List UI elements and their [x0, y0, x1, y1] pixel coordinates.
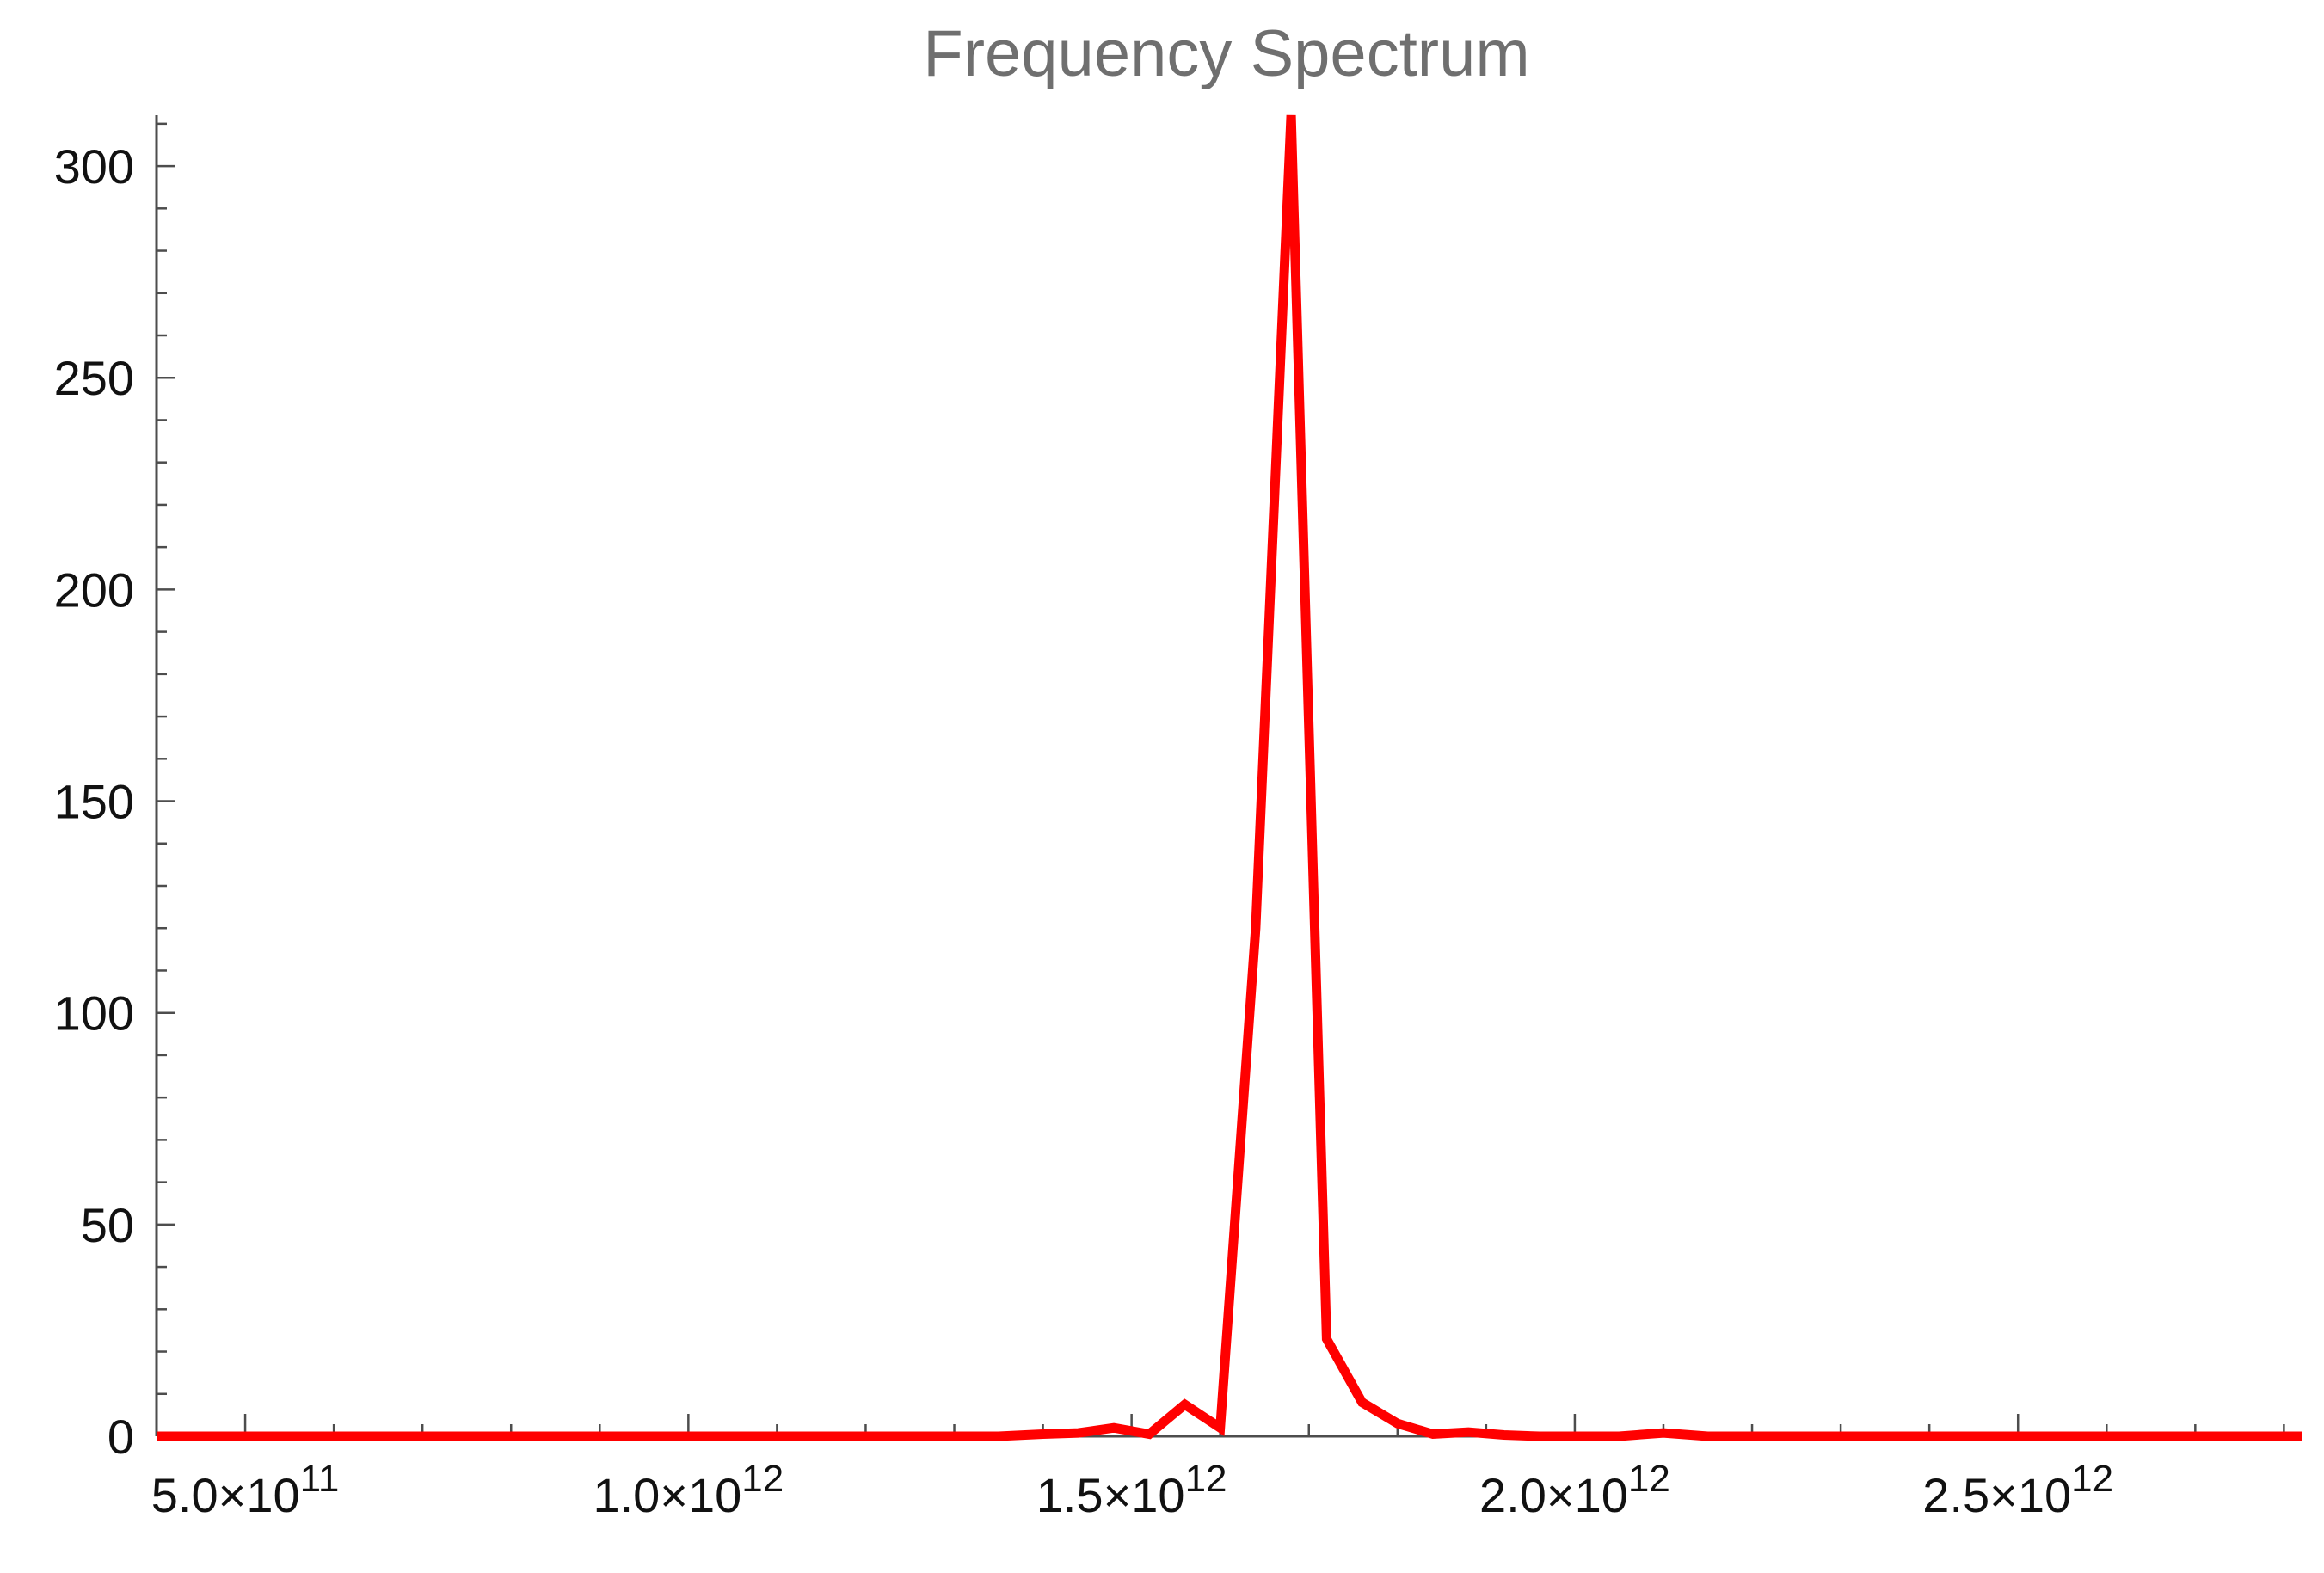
y-tick-label: 100 [54, 986, 134, 1041]
y-tick-label: 200 [54, 562, 134, 617]
times-sign: ×10 [218, 1468, 300, 1522]
x-tick-mantissa: 2.0 [1479, 1468, 1546, 1522]
series-layer [157, 114, 2302, 1441]
series-line [157, 114, 2302, 1441]
x-tick-label: 2.0×1012 [1479, 1458, 1670, 1522]
chart-title: Frequency Spectrum [923, 17, 1529, 90]
x-tick-label: 1.5×1012 [1036, 1458, 1227, 1522]
x-tick-mantissa: 5.0 [151, 1468, 218, 1522]
times-sign: ×10 [1546, 1468, 1628, 1522]
x-tick-label: 1.0×1012 [593, 1458, 784, 1522]
x-tick-exponent: 12 [1628, 1458, 1670, 1500]
y-tick-label: 0 [108, 1410, 134, 1464]
points-layer [156, 114, 2302, 1437]
x-tick-exponent: 12 [1185, 1458, 1227, 1500]
x-tick-mantissa: 2.5 [1922, 1468, 1989, 1522]
x-tick-label: 2.5×1012 [1922, 1458, 2113, 1522]
x-tick-mantissa: 1.5 [1036, 1468, 1104, 1522]
y-tick-label: 150 [54, 775, 134, 829]
x-tick-mantissa: 1.0 [593, 1468, 660, 1522]
times-sign: ×10 [660, 1468, 741, 1522]
x-tick-exponent: 12 [2071, 1458, 2113, 1500]
x-tick-exponent: 12 [741, 1458, 784, 1500]
times-sign: ×10 [1989, 1468, 2071, 1522]
x-tick-label: 5.0×1011 [151, 1458, 340, 1522]
y-tick-label: 250 [54, 351, 134, 405]
x-tick-exponent: 11 [300, 1458, 340, 1500]
y-tick-label: 50 [81, 1198, 134, 1252]
y-tick-label: 300 [54, 139, 134, 194]
times-sign: ×10 [1104, 1468, 1185, 1522]
